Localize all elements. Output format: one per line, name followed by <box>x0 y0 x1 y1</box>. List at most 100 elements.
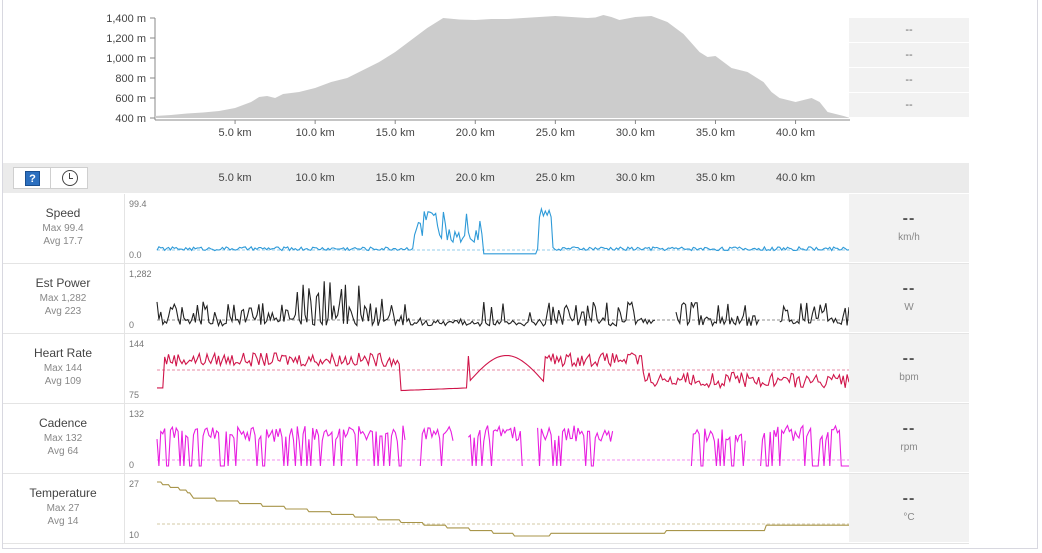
metric-label: Heart Rate Max 144 Avg 109 <box>3 334 123 403</box>
metric-scale-min: 0 <box>129 320 135 330</box>
metric-plot <box>157 481 849 537</box>
elevation-y-tick: 400 m <box>115 113 146 125</box>
metric-name: Cadence <box>38 416 88 430</box>
metric-unit: rpm <box>900 442 918 453</box>
metric-unit: W <box>904 302 914 313</box>
distance-axis-tick: 15.0 km <box>375 172 415 184</box>
distance-axis-tick: 40.0 km <box>775 172 816 184</box>
metric-scale-max: 99.4 <box>129 199 147 209</box>
metric-row-hr: Heart Rate Max 144 Avg 109 144 75 -- bpm <box>3 334 969 404</box>
metric-max: Max 99.4 <box>42 223 84 234</box>
metric-plot <box>157 351 850 392</box>
elevation-x-tick: 15.0 km <box>376 127 415 139</box>
metric-name: Temperature <box>29 486 97 500</box>
metric-scale-min: 0.0 <box>129 250 142 260</box>
summary-side-panel: -- -- -- -- <box>849 18 969 118</box>
metric-scale-max: 144 <box>129 339 145 349</box>
metric-name: Est Power <box>35 276 91 290</box>
summary-value: -- <box>849 68 969 93</box>
metric-chart-cadence[interactable]: 132 0 <box>124 404 850 473</box>
summary-value: -- <box>849 43 969 68</box>
elevation-x-tick: 40.0 km <box>776 127 815 139</box>
metric-current-panel: -- °C <box>849 474 969 543</box>
metric-row-speed: Speed Max 99.4 Avg 17.7 99.4 0.0 -- km/h <box>3 194 969 264</box>
metric-scale-max: 1,282 <box>129 269 152 279</box>
metric-scale-max: 27 <box>129 479 140 489</box>
metric-name: Heart Rate <box>33 346 93 360</box>
metric-avg: Avg 223 <box>44 306 82 317</box>
metric-max: Max 144 <box>43 363 83 374</box>
metric-label: Est Power Max 1,282 Avg 223 <box>3 264 123 333</box>
metric-row-cadence: Cadence Max 132 Avg 64 132 0 -- rpm <box>3 404 969 474</box>
metric-series-line <box>157 351 850 392</box>
distance-axis-tick: 30.0 km <box>615 172 655 184</box>
metric-current-value: -- <box>902 280 916 297</box>
elevation-x-tick: 25.0 km <box>536 127 575 139</box>
help-icon: ? <box>25 171 40 186</box>
metric-row-power: Est Power Max 1,282 Avg 223 1,282 0 -- W <box>3 264 969 334</box>
metric-scale-min: 75 <box>129 390 140 400</box>
metric-avg: Avg 14 <box>47 516 79 527</box>
metric-current-panel: -- bpm <box>849 334 969 403</box>
elevation-y-tick: 1,000 m <box>106 53 146 65</box>
metric-avg: Avg 109 <box>44 376 82 387</box>
summary-value: -- <box>849 18 969 43</box>
distance-axis-tick: 35.0 km <box>695 172 736 184</box>
metric-scale-min: 10 <box>129 530 140 540</box>
elevation-profile-area <box>155 15 850 118</box>
metric-series-line <box>156 206 850 255</box>
metric-label: Temperature Max 27 Avg 14 <box>3 474 123 543</box>
elevation-x-tick: 5.0 km <box>219 127 252 139</box>
summary-value: -- <box>849 93 969 118</box>
metric-name: Speed <box>45 206 81 220</box>
metric-current-panel: -- km/h <box>849 194 969 263</box>
metric-max: Max 27 <box>46 503 80 514</box>
distance-axis-tick: 10.0 km <box>295 172 335 184</box>
elevation-y-tick: 1,200 m <box>106 33 146 45</box>
clock-icon <box>62 170 78 186</box>
metric-series-line <box>156 281 850 328</box>
elevation-x-tick: 30.0 km <box>616 127 655 139</box>
metric-plot <box>156 281 850 328</box>
elevation-x-tick: 35.0 km <box>696 127 735 139</box>
metric-row-temp: Temperature Max 27 Avg 14 27 10 -- °C <box>3 474 969 544</box>
metric-current-value: -- <box>902 350 916 367</box>
metric-current-value: -- <box>902 420 916 437</box>
help-button[interactable]: ? <box>13 167 51 189</box>
metric-max: Max 132 <box>43 433 83 444</box>
distance-axis-tick: 5.0 km <box>218 172 252 184</box>
metric-current-value: -- <box>902 490 916 507</box>
elevation-y-tick: 1,400 m <box>106 13 146 25</box>
elevation-chart[interactable]: 1,400 m 1,200 m 1,000 m 800 m 600 m 400 m 5.0… <box>0 0 1042 160</box>
metric-label: Speed Max 99.4 Avg 17.7 <box>3 194 123 263</box>
elevation-y-tick: 800 m <box>115 73 146 85</box>
chart-toolbar: ? 5.0 km 10.0 km 15.0 km 20.0 km 25.0 km 30.0… <box>3 163 969 193</box>
metric-series-line <box>156 424 849 467</box>
elevation-x-tick: 20.0 km <box>456 127 495 139</box>
metric-scale-min: 0 <box>129 460 135 470</box>
metric-current-panel: -- W <box>849 264 969 333</box>
metric-avg: Avg 17.7 <box>43 236 83 247</box>
metric-unit: °C <box>903 512 915 523</box>
metric-chart-speed[interactable]: 99.4 0.0 <box>124 194 850 263</box>
metric-chart-power[interactable]: 1,282 0 <box>124 264 850 333</box>
metric-plot <box>156 424 849 467</box>
metric-label: Cadence Max 132 Avg 64 <box>3 404 123 473</box>
metric-current-value: -- <box>902 210 916 227</box>
metric-avg: Avg 64 <box>47 446 79 457</box>
metric-chart-hr[interactable]: 144 75 <box>124 334 850 403</box>
metric-chart-temp[interactable]: 27 10 <box>124 474 850 543</box>
metric-series-line <box>157 481 849 537</box>
elevation-x-tick: 10.0 km <box>296 127 335 139</box>
metric-unit: km/h <box>898 232 920 243</box>
distance-axis-tick: 20.0 km <box>455 172 495 184</box>
metric-max: Max 1,282 <box>39 293 87 304</box>
elevation-y-tick: 600 m <box>115 93 146 105</box>
metric-unit: bpm <box>899 372 919 383</box>
metric-scale-max: 132 <box>129 409 145 419</box>
metric-plot <box>156 206 850 255</box>
time-axis-button[interactable] <box>50 167 88 189</box>
metric-current-panel: -- rpm <box>849 404 969 473</box>
distance-axis-tick: 25.0 km <box>535 172 575 184</box>
